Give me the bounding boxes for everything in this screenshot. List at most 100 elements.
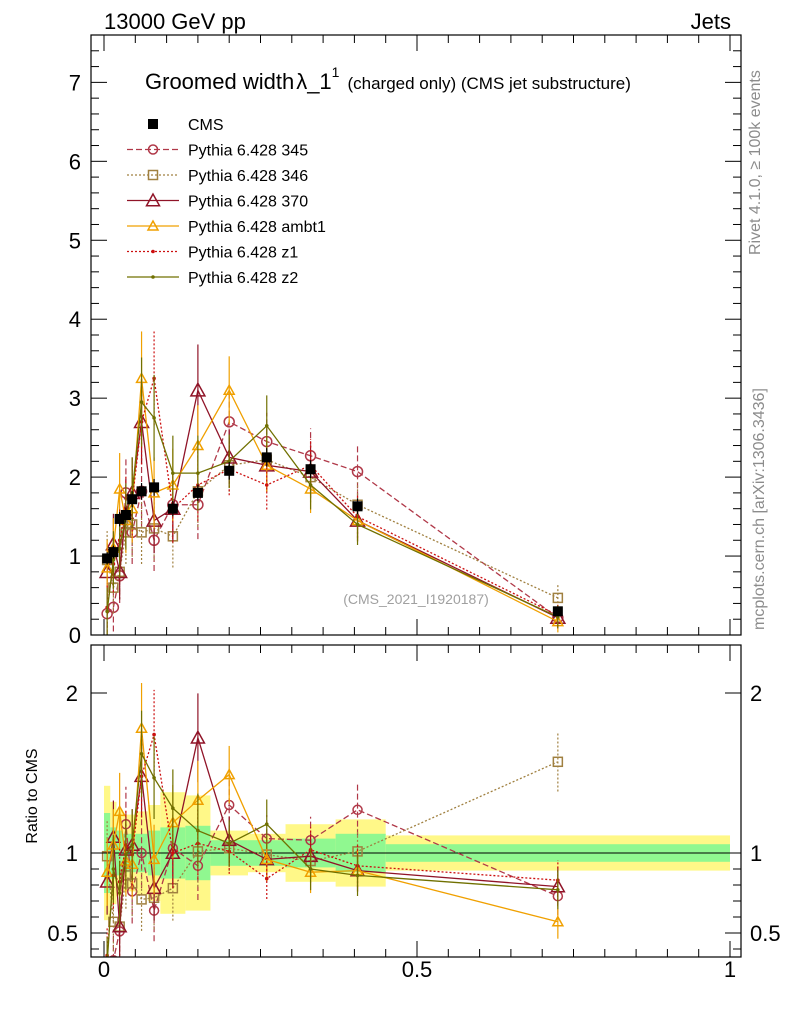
point-CMS <box>167 503 178 514</box>
plot-title-symbol: λ_1 <box>296 69 331 94</box>
point-CMS <box>261 452 272 463</box>
ratio-point-z2 <box>308 867 313 871</box>
legend-label-CMS: CMS <box>188 117 224 134</box>
header-left-label: 13000 GeV pp <box>104 9 246 34</box>
point-p346 <box>552 592 564 604</box>
point-z1 <box>264 483 269 487</box>
ratio-point-z2 <box>124 852 128 857</box>
mcplots-label: mcplots.cern.ch [arXiv:1306.3436] <box>751 388 768 630</box>
ratio-point-z2 <box>111 867 116 871</box>
point-z2 <box>117 546 122 550</box>
legend-label-p370: Pythia 6.428 370 <box>188 194 308 211</box>
ratio-ytick-label: 0.5 <box>47 921 78 946</box>
legend-label-ambt1: Pythia 6.428 ambt1 <box>188 219 326 236</box>
ratio-point-ambt1 <box>100 865 114 877</box>
ratio-point-z2 <box>264 822 269 826</box>
ratio-point-z2 <box>227 841 231 846</box>
point-z2 <box>196 471 200 475</box>
point-ambt1 <box>147 486 161 498</box>
ratio-point-p346 <box>552 756 564 768</box>
series-line-z2 <box>106 400 559 618</box>
ratio-ytick-label-right: 2 <box>750 681 762 706</box>
legend-marker-p370 <box>145 192 161 207</box>
legend-swatch-CMS <box>148 119 158 129</box>
point-CMS <box>552 606 563 617</box>
main-ytick-label: 3 <box>69 386 81 411</box>
axes-layer: 0 1 2 3 4 5 6 7 0 0.5 1 0.5 0.5 1 1 2 2 <box>47 34 781 982</box>
main-ytick-label: 5 <box>69 228 81 253</box>
ratio-series-layer <box>99 683 566 957</box>
ratio-point-z1 <box>171 851 175 855</box>
rivet-version-label: Rivet 4.1.0, ≥ 100k events <box>747 70 764 255</box>
series-line-p345 <box>106 420 559 619</box>
ratio-ytick-label: 2 <box>66 681 78 706</box>
ratio-point-z2 <box>152 776 156 780</box>
legend-label-p346: Pythia 6.428 346 <box>188 168 308 185</box>
series-line-p346 <box>106 459 559 599</box>
ratio-point-z1 <box>152 732 156 737</box>
plot-title-main: Groomed width <box>145 69 294 94</box>
ratio-xtick-label: 1 <box>724 957 736 982</box>
ratio-point-p370 <box>111 918 128 933</box>
point-z2 <box>105 609 109 614</box>
series-z2 <box>105 357 560 635</box>
plot-title-suffix: (charged only) (CMS jet substructure) <box>347 74 630 93</box>
ratio-point-p345 <box>136 847 147 859</box>
ratio-series-z2 <box>106 710 560 957</box>
series-line-ambt1 <box>106 378 559 623</box>
point-p346 <box>136 527 147 538</box>
ratio-xtick-label: 0 <box>98 957 110 982</box>
ratio-point-p346 <box>136 894 147 905</box>
ratio-point-z2 <box>139 752 144 756</box>
point-CMS <box>149 482 160 493</box>
point-CMS <box>114 513 125 524</box>
point-CMS <box>102 553 113 564</box>
ratio-ylabel: Ratio to CMS <box>24 748 41 843</box>
ratio-point-z2 <box>171 806 175 810</box>
legend-entry-z1: Pythia 6.428 z1 <box>127 245 298 262</box>
legend-label-p345: Pythia 6.428 345 <box>188 143 308 160</box>
point-CMS <box>120 510 131 520</box>
series-CMS <box>102 448 563 617</box>
point-ambt1 <box>222 383 236 396</box>
ratio-line-ambt1 <box>106 728 559 923</box>
legend-entry-CMS: CMS <box>148 117 224 134</box>
main-ytick-label: 6 <box>69 149 81 174</box>
ratio-frame <box>90 644 742 958</box>
legend-marker-z1 <box>151 249 155 254</box>
legend-marker-p345 <box>147 144 159 155</box>
ratio-point-ambt1 <box>222 768 236 780</box>
point-CMS <box>136 486 147 497</box>
point-p370 <box>189 381 207 397</box>
main-ytick-label: 1 <box>69 544 81 569</box>
point-z2 <box>308 483 313 487</box>
plot-title-sup: 1 <box>332 64 340 80</box>
ratio-point-p345 <box>352 804 363 816</box>
legend-entry-p345: Pythia 6.428 345 <box>127 143 308 160</box>
ratio-point-ambt1 <box>147 852 161 865</box>
point-p345 <box>351 465 364 478</box>
ratio-point-ambt1 <box>260 852 274 865</box>
plot-title: Groomed widthλ_11 (charged only) (CMS jet… <box>145 64 631 94</box>
legend-marker-p346 <box>147 169 159 181</box>
legend-label-z1: Pythia 6.428 z1 <box>188 245 298 262</box>
ratio-point-ambt1 <box>113 804 126 817</box>
ratio-point-z1 <box>264 876 269 881</box>
analysis-watermark: (CMS_2021_I1920187) <box>343 591 489 607</box>
series-line-p370 <box>106 388 559 619</box>
ratio-ytick-label-right: 1 <box>750 841 762 866</box>
ratio-point-z2 <box>556 888 560 892</box>
point-z2 <box>171 471 175 475</box>
ratio-point-z2 <box>130 843 134 847</box>
point-CMS <box>127 494 138 505</box>
point-ambt1 <box>100 561 114 573</box>
point-z2 <box>152 416 156 420</box>
header-right-label: Jets <box>691 9 731 34</box>
ratio-ytick-label: 1 <box>66 841 78 866</box>
ratio-line-p346 <box>106 761 559 928</box>
point-z2 <box>139 400 144 404</box>
ratio-line-z2 <box>106 751 558 957</box>
point-z2 <box>355 522 360 527</box>
point-CMS <box>305 464 316 475</box>
